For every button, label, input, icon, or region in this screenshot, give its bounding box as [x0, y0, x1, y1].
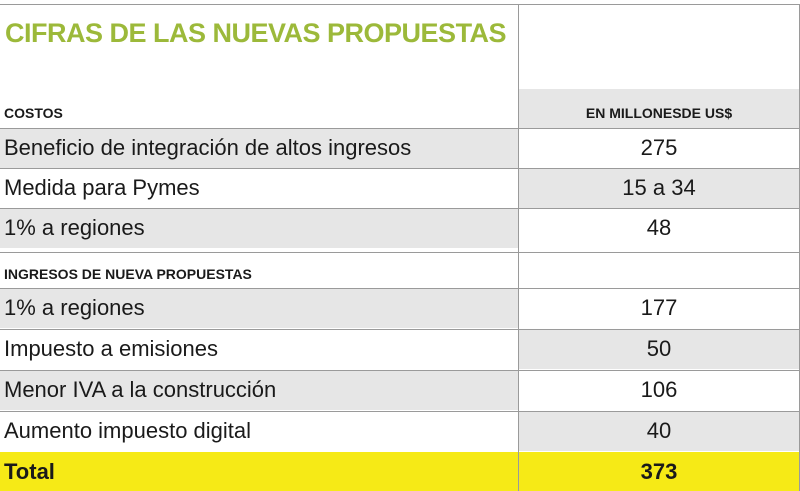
- top-rule: [0, 4, 800, 5]
- row-label: Impuesto a emisiones: [4, 336, 218, 361]
- row-value: 50: [646, 336, 672, 361]
- row-label: Beneficio de integración de altos ingres…: [4, 135, 412, 160]
- row-value: 275: [640, 135, 678, 160]
- table-row: Medida para Pymes 15 a 34: [0, 168, 800, 208]
- row-value: 15 a 34: [622, 175, 696, 200]
- row-label: Menor IVA a la construcción: [4, 377, 277, 402]
- row-value: 106: [640, 377, 678, 402]
- table-row: Menor IVA a la construcción 106: [0, 370, 800, 410]
- section-heading-costos: COSTOS: [4, 105, 63, 121]
- row-label: Medida para Pymes: [4, 175, 200, 200]
- total-label: Total: [4, 459, 55, 484]
- header-row: COSTOS EN MILLONESDE US$: [0, 89, 800, 128]
- column-divider: [518, 4, 519, 491]
- section-row: INGRESOS DE NUEVA PROPUESTAS: [0, 252, 800, 288]
- table-title: CIFRAS DE LAS NUEVAS PROPUESTAS: [5, 18, 507, 48]
- row-label: 1% a regiones: [4, 295, 145, 320]
- total-row: Total 373: [0, 452, 800, 491]
- column-header-units: EN MILLONESDE US$: [585, 105, 733, 121]
- table-row: Aumento impuesto digital 40: [0, 411, 800, 451]
- table-row: Beneficio de integración de altos ingres…: [0, 128, 800, 168]
- row-value: 40: [646, 418, 672, 443]
- section-heading-ingresos: INGRESOS DE NUEVA PROPUESTAS: [4, 266, 252, 282]
- table-row: 1% a regiones 48: [0, 208, 800, 248]
- total-value: 373: [640, 459, 678, 484]
- table-row: Impuesto a emisiones 50: [0, 329, 800, 369]
- table-row: 1% a regiones 177: [0, 288, 800, 328]
- row-label: Aumento impuesto digital: [4, 418, 252, 443]
- row-value: 177: [640, 295, 678, 320]
- row-value: 48: [646, 215, 672, 240]
- row-label: 1% a regiones: [4, 215, 145, 240]
